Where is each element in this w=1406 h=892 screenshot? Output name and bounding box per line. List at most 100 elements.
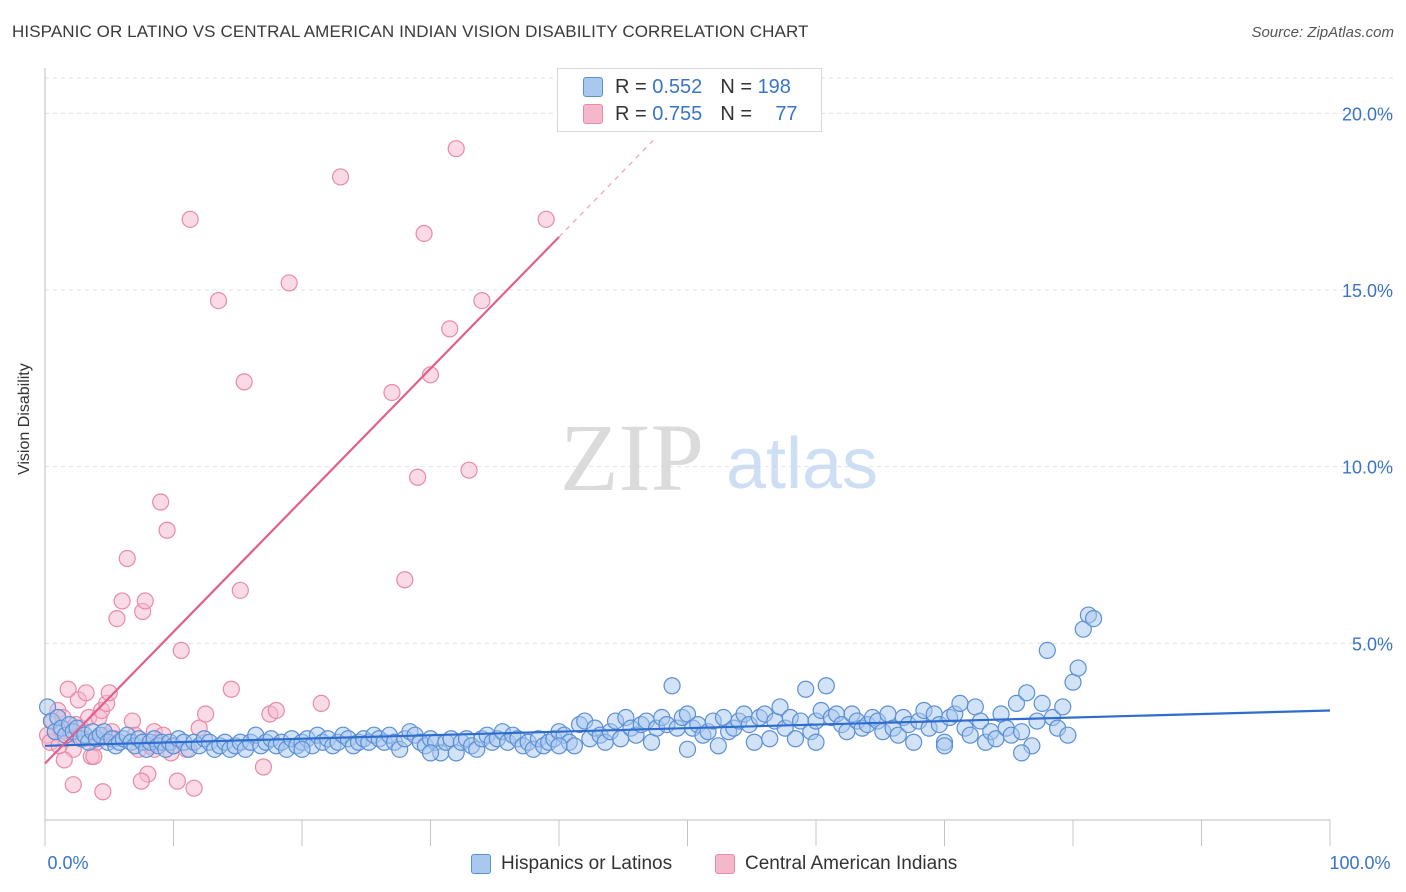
data-point — [293, 740, 311, 758]
grid-lines — [45, 77, 1395, 644]
legend-label: Hispanics or Latinos — [501, 853, 673, 874]
data-point — [331, 168, 350, 186]
data-point — [168, 772, 186, 790]
data-point — [1018, 684, 1036, 702]
legend-r-value: 0.552 — [652, 75, 703, 98]
series-central-american-indians — [38, 140, 555, 801]
data-point — [421, 366, 440, 384]
data-point — [447, 140, 465, 158]
watermark-zip: ZIP — [560, 404, 704, 511]
data-point — [1012, 744, 1031, 762]
data-point — [222, 680, 240, 698]
data-point — [64, 776, 82, 794]
legend-label: Central American Indians — [745, 853, 958, 874]
data-point — [1007, 694, 1026, 713]
legend-r-label: R = — [615, 102, 647, 125]
data-point — [745, 733, 763, 751]
data-point — [771, 698, 789, 716]
y-tick-label: 15.0% — [1342, 281, 1393, 301]
legend-n-label: N = — [720, 102, 752, 125]
trend-line-hispanics — [44, 709, 1331, 747]
data-point — [185, 779, 203, 797]
data-point — [951, 694, 969, 713]
data-point — [663, 677, 681, 695]
data-point — [709, 737, 727, 755]
data-point — [761, 730, 779, 748]
data-point — [383, 383, 401, 402]
legend-item-hispanics: Hispanics or Latinos — [471, 852, 672, 876]
data-point — [797, 680, 815, 698]
legend-n-label: N = — [720, 75, 752, 98]
data-point — [889, 726, 907, 744]
data-point — [1084, 609, 1103, 628]
y-tick-label: 10.0% — [1342, 458, 1393, 478]
data-point — [935, 737, 954, 755]
data-point — [415, 224, 433, 243]
data-point — [1033, 694, 1051, 713]
data-point — [1054, 698, 1072, 716]
legend-swatch-blue — [471, 854, 491, 874]
watermark-atlas: atlas — [726, 424, 878, 504]
data-point — [1012, 723, 1031, 741]
data-point — [786, 730, 805, 748]
data-point — [113, 592, 131, 610]
axes — [44, 68, 1331, 846]
data-point — [158, 521, 176, 539]
y-tick-label: 5.0% — [1352, 634, 1393, 654]
data-point — [473, 292, 491, 310]
x-tick-label: 0.0% — [47, 853, 88, 873]
legend-r-value: 0.755 — [652, 102, 703, 125]
legend-n-value: 77 — [775, 102, 798, 125]
data-point — [905, 733, 923, 751]
x-tick-label: 100.0% — [1329, 853, 1390, 873]
legend-item-central-american-indians: Central American Indians — [715, 852, 957, 876]
legend-swatch-pink — [715, 854, 735, 874]
series-hispanics-or-latinos — [38, 606, 1103, 762]
watermark: ZIP atlas — [560, 404, 878, 511]
data-point — [807, 733, 825, 751]
data-point — [396, 571, 414, 589]
data-point — [231, 581, 249, 599]
data-point — [136, 592, 154, 610]
trend-lines — [44, 137, 1331, 765]
data-point — [1069, 659, 1087, 677]
data-point — [961, 726, 979, 744]
chart-title: HISPANIC OR LATINO VS CENTRAL AMERICAN I… — [12, 22, 809, 41]
stats-legend: R = 0.552 N = 198 R = 0.755 N = 77 — [557, 68, 822, 132]
trend-line-central-american-indians — [44, 236, 560, 765]
data-point — [1028, 712, 1046, 730]
data-point — [181, 210, 199, 228]
data-point — [678, 740, 697, 758]
data-point — [254, 758, 273, 776]
legend-row-blue: R = 0.552 N = 198 — [583, 75, 791, 99]
data-point — [1038, 641, 1056, 660]
data-point — [152, 493, 170, 511]
data-point — [312, 694, 330, 713]
data-point — [209, 292, 228, 310]
data-point — [441, 320, 459, 338]
data-point — [132, 772, 150, 790]
data-point — [409, 468, 427, 486]
data-point — [94, 783, 112, 801]
legend-r-label: R = — [615, 75, 647, 98]
data-point — [817, 677, 835, 695]
data-point — [197, 705, 215, 723]
data-point — [280, 274, 298, 292]
data-point — [421, 744, 440, 762]
data-point — [108, 609, 126, 628]
data-point — [100, 684, 118, 702]
data-point — [460, 461, 478, 479]
data-point — [77, 684, 95, 702]
data-point — [267, 701, 285, 720]
y-tick-label: 20.0% — [1342, 104, 1393, 124]
source-label: Source: ZipAtlas.com — [1251, 24, 1394, 41]
data-point — [550, 737, 568, 755]
data-point — [118, 549, 136, 568]
legend-n-value: 198 — [757, 75, 791, 98]
data-point — [565, 737, 584, 755]
data-point — [59, 680, 77, 698]
legend-swatch-blue — [583, 77, 603, 97]
legend-swatch-pink — [583, 104, 603, 124]
tick-labels: 5.0% 10.0% 15.0% 20.0% 0.0% 100.0% — [47, 104, 1393, 873]
